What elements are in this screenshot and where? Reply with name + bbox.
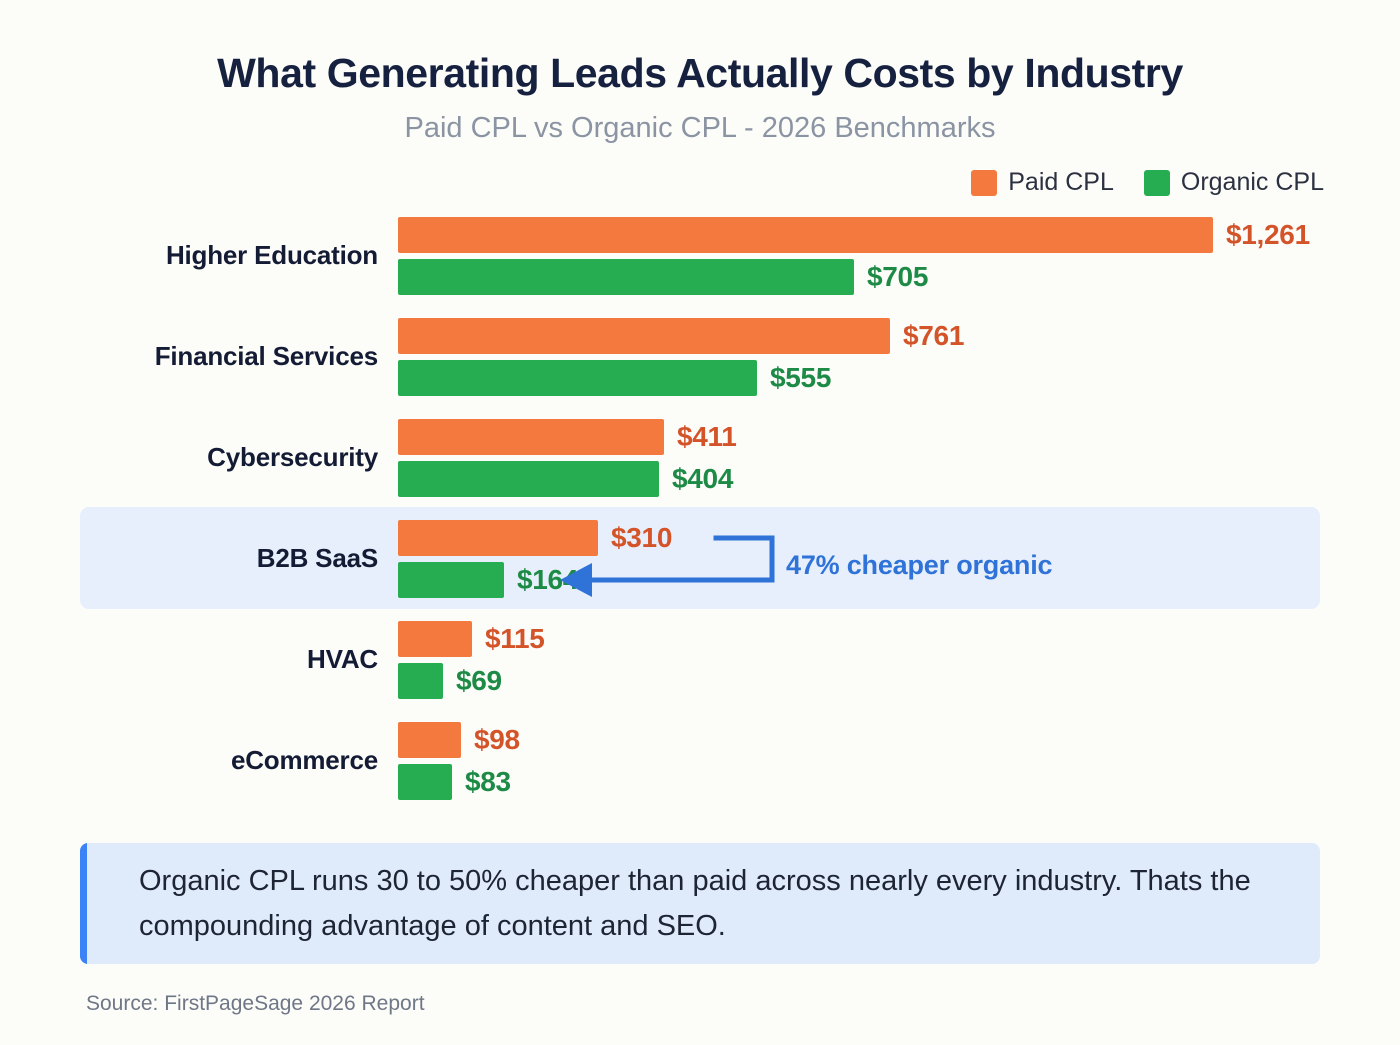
bar-value-organic: $69	[456, 665, 502, 696]
bar-row-organic: $555	[398, 360, 831, 396]
bar-value-paid: $411	[677, 421, 737, 452]
legend-item-paid[interactable]: Paid CPL	[971, 168, 1114, 197]
bar-row-paid: $761	[398, 318, 964, 354]
category-label: Higher Education	[165, 239, 378, 270]
legend-swatch-organic-icon	[1143, 169, 1170, 196]
callout-text: Organic CPL runs 30 to 50% cheaper than …	[139, 864, 1251, 942]
page-subtitle: Paid CPL vs Organic CPL - 2026 Benchmark…	[404, 112, 996, 144]
bar-organic[interactable]	[398, 259, 854, 295]
bar-paid[interactable]	[398, 520, 598, 556]
legend-swatch-paid-icon	[971, 169, 998, 196]
bar-row-organic: $404	[398, 461, 733, 497]
bar-row-paid: $98	[398, 722, 520, 758]
bar-row-paid: $115	[398, 621, 545, 657]
legend-label: Paid CPL	[1008, 168, 1114, 196]
bar-value-organic: $404	[672, 463, 734, 494]
chart-plot-area: Higher Education $1,261 $705 Financial Serv…	[0, 213, 1400, 823]
bar-value-paid: $98	[474, 724, 520, 755]
bar-value-paid: $1,261	[1226, 219, 1310, 250]
bar-value-organic: $705	[867, 261, 929, 292]
bar-value-paid: $310	[611, 522, 673, 553]
legend-item-organic[interactable]: Organic CPL	[1143, 168, 1324, 197]
bar-group: Cybersecurity $411 $404	[0, 415, 1400, 499]
bar-row-organic: $69	[398, 663, 502, 699]
category-label: HVAC	[307, 643, 378, 674]
bar-organic[interactable]	[398, 562, 504, 598]
bar-paid[interactable]	[398, 722, 461, 758]
bar-row-organic: $164	[398, 562, 578, 598]
bar-group: eCommerce $98 $83	[0, 718, 1400, 802]
bar-row-paid: $411	[398, 419, 737, 455]
bar-paid[interactable]	[398, 217, 1213, 253]
bar-organic[interactable]	[398, 764, 452, 800]
bar-group: HVAC $115 $69	[0, 617, 1400, 701]
legend-label: Organic CPL	[1180, 168, 1324, 196]
bar-row-paid: $310	[398, 520, 672, 556]
bar-group: Financial Services $761 $555	[0, 314, 1400, 398]
bar-value-organic: $555	[770, 362, 832, 393]
bar-organic[interactable]	[398, 663, 443, 699]
bar-value-paid: $115	[485, 623, 545, 654]
callout-box: Organic CPL runs 30 to 50% cheaper than …	[80, 843, 1320, 964]
page-title: What Generating Leads Actually Costs by …	[217, 50, 1183, 96]
bar-group: B2B SaaS $310 $164	[0, 516, 1400, 600]
bar-row-organic: $705	[398, 259, 928, 295]
category-label: eCommerce	[230, 744, 378, 775]
bar-organic[interactable]	[398, 360, 757, 396]
bar-paid[interactable]	[398, 318, 890, 354]
category-label: B2B SaaS	[256, 542, 378, 573]
category-label: Cybersecurity	[207, 441, 378, 472]
chart-legend: Paid CPL Organic CPL	[971, 168, 1324, 197]
callout-accent-bar	[80, 843, 87, 964]
bar-row-organic: $83	[398, 764, 511, 800]
annotation-label: 47% cheaper organic	[786, 550, 1053, 580]
bar-value-paid: $761	[903, 320, 965, 351]
category-label: Financial Services	[154, 340, 379, 371]
bar-paid[interactable]	[398, 621, 472, 657]
source-note: Source: FirstPageSage 2026 Report	[86, 992, 425, 1015]
bar-group: Higher Education $1,261 $705	[0, 213, 1400, 297]
bar-value-organic: $83	[465, 766, 511, 797]
bar-row-paid: $1,261	[398, 217, 1310, 253]
bar-organic[interactable]	[398, 461, 659, 497]
bar-paid[interactable]	[398, 419, 664, 455]
bar-value-organic: $164	[517, 564, 579, 595]
